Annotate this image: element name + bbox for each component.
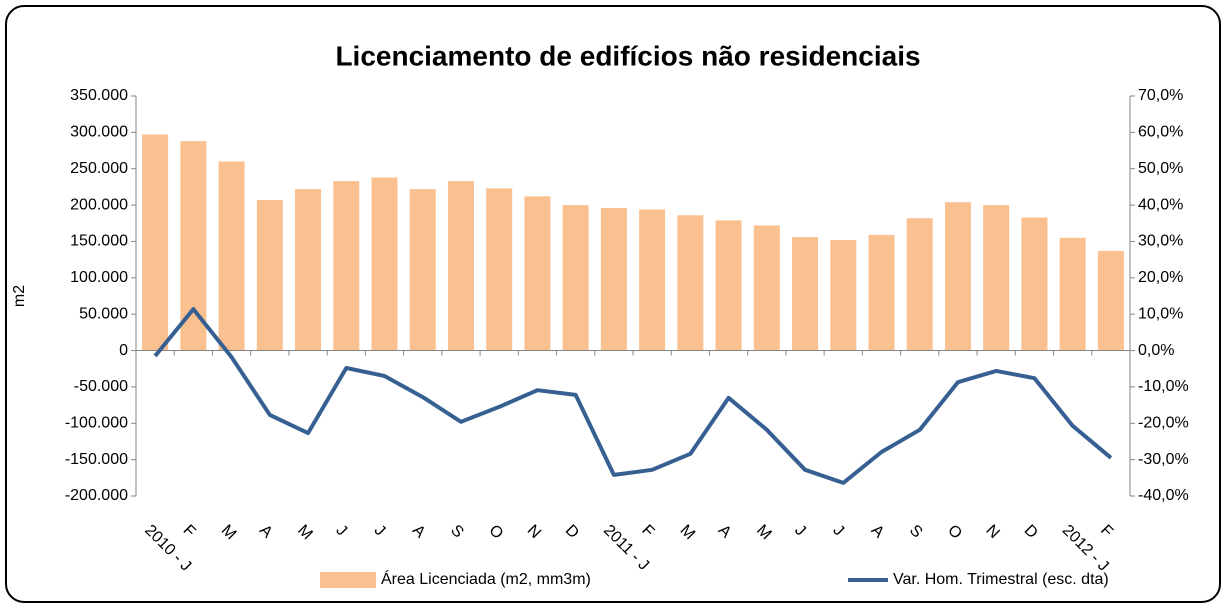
y-tick-label: -100.000 (65, 414, 128, 431)
line (153, 307, 1113, 485)
y-tick-label: 350.000 (70, 87, 128, 104)
y2-tick-label: 10,0% (1138, 305, 1183, 322)
bar (447, 181, 474, 351)
bar (562, 205, 589, 351)
bar (715, 220, 742, 351)
y-tick-label: 100.000 (70, 269, 128, 286)
y2-tick-label: 70,0% (1138, 87, 1183, 104)
y2-tick-label: 50,0% (1138, 160, 1183, 177)
y2-tick-label: -30,0% (1138, 451, 1189, 468)
y2-tick-label: 0,0% (1138, 342, 1174, 359)
bar (1059, 237, 1086, 351)
bar (830, 240, 857, 351)
y2-tick-label: 20,0% (1138, 269, 1183, 286)
legend-swatch (320, 572, 376, 588)
bar (409, 189, 436, 351)
bar (792, 237, 819, 351)
y2-tick-label: 40,0% (1138, 196, 1183, 213)
bar (486, 188, 513, 351)
bar (333, 181, 360, 351)
bar (295, 189, 322, 351)
y-tick-label: 300.000 (70, 124, 128, 141)
y2-tick-label: -40,0% (1138, 487, 1189, 504)
bar (180, 141, 207, 351)
y-tick-label: -200.000 (65, 487, 128, 504)
bar (218, 161, 245, 351)
bar (639, 209, 666, 351)
bar (983, 205, 1010, 351)
bar (142, 134, 169, 351)
bar (677, 215, 704, 351)
y2-tick-label: 30,0% (1138, 233, 1183, 250)
y-tick-label: 0 (119, 342, 128, 359)
bar (906, 218, 933, 351)
legend-label: Área Licenciada (m2, mm3m) (381, 569, 591, 588)
y2-tick-label: 60,0% (1138, 124, 1183, 141)
y-tick-label: 50.000 (79, 305, 128, 322)
y2-tick-label: -20,0% (1138, 414, 1189, 431)
bar (1097, 250, 1124, 351)
bar (524, 196, 551, 351)
bar (753, 225, 780, 351)
y-tick-label: 200.000 (70, 196, 128, 213)
bar (256, 200, 283, 351)
bar (944, 202, 971, 351)
bar (600, 208, 627, 351)
legend-label: Var. Hom. Trimestral (esc. dta) (893, 571, 1109, 588)
y-tick-label: -150.000 (65, 451, 128, 468)
bar (868, 234, 895, 351)
y2-tick-label: -10,0% (1138, 378, 1189, 395)
bar (371, 177, 398, 351)
y-tick-label: -50.000 (74, 378, 128, 395)
y-axis-title: m2 (11, 285, 28, 307)
y-tick-label: 150.000 (70, 233, 128, 250)
y-tick-label: 250.000 (70, 160, 128, 177)
chart-title: Licenciamento de edifícios não residenci… (335, 40, 920, 71)
bar (1021, 217, 1048, 351)
